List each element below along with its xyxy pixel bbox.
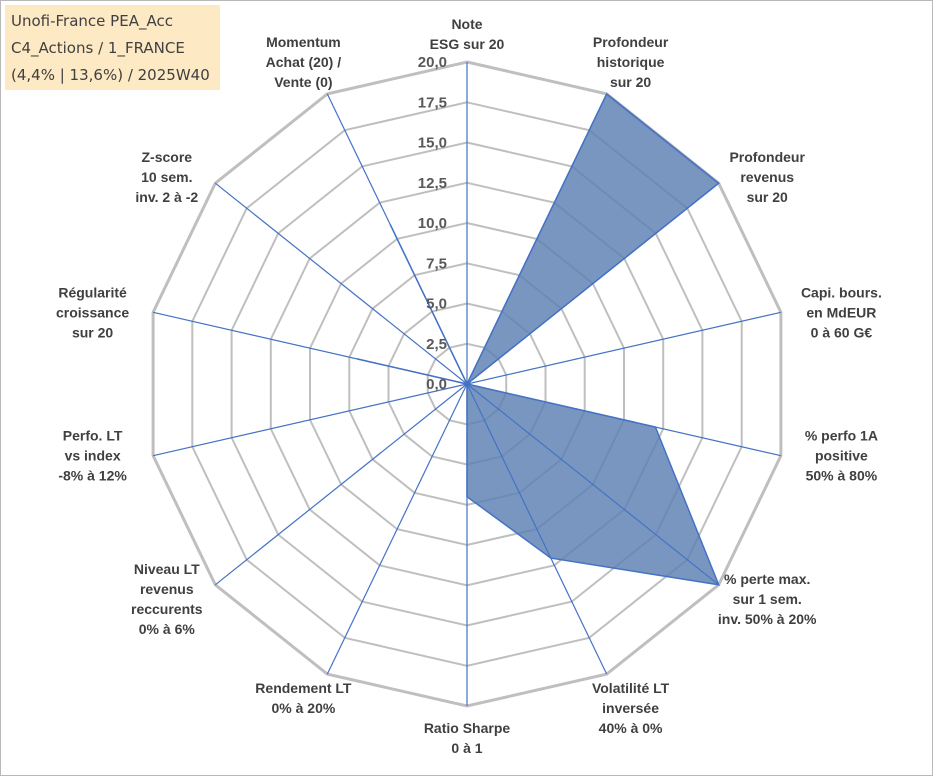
tick-label-1: 2,5 (426, 336, 447, 353)
axis-spoke-14 (326, 93, 468, 385)
tick-labels: 0,0 2,5 5,0 7,5 10,0 12,5 15,0 17,5 20,0 (418, 54, 447, 393)
axis-label-12-line-1: Régularité (58, 284, 127, 300)
tick-label-0: 0,0 (426, 376, 447, 393)
axis-spoke-13 (214, 182, 468, 385)
axis-label-9-line-1: Rendement LT (255, 680, 352, 696)
axis-label-12-line-3: sur 20 (72, 324, 113, 340)
axis-label-4-line-2: en MdEUR (806, 304, 876, 320)
axis-labels: Note ESG sur 20 Profondeur historique sur 20… (56, 16, 882, 756)
axis-label-12: Régularité croissance sur 20 (56, 284, 129, 340)
tick-label-2: 5,0 (426, 296, 447, 313)
axis-label-11-line-3: -8% à 12% (58, 468, 127, 484)
axis-label-6-line-1: % perte max. (724, 571, 810, 587)
axis-label-8-line-1: Ratio Sharpe (424, 720, 511, 736)
axis-label-6-line-2: sur 1 sem. (733, 591, 802, 607)
tick-label-3: 7,5 (426, 255, 447, 272)
axis-label-1-line-2: ESG sur 20 (430, 36, 505, 52)
axis-label-9: Rendement LT 0% à 20% (255, 680, 352, 716)
tick-label-7: 17,5 (418, 94, 447, 111)
axis-spoke-4 (466, 311, 782, 385)
axis-label-13-line-3: inv. 2 à -2 (135, 189, 198, 205)
axis-label-12-line-2: croissance (56, 304, 129, 320)
axis-spoke-2 (466, 93, 608, 385)
axis-label-8-line-2: 0 à 1 (451, 740, 482, 756)
axis-label-1: Note ESG sur 20 (430, 16, 505, 52)
axis-label-1-line-1: Note (451, 16, 482, 32)
axis-label-10: Niveau LT revenus reccurents 0% à 6% (131, 561, 203, 637)
tick-label-4: 10,0 (418, 215, 447, 232)
axis-spoke-3 (466, 182, 720, 385)
axis-label-3: Profondeur revenus sur 20 (729, 149, 805, 205)
axis-label-7-line-2: inversée (602, 700, 659, 716)
tick-label-5: 12,5 (418, 175, 447, 192)
axis-label-11: Perfo. LT vs index -8% à 12% (58, 428, 127, 484)
axis-label-13-line-1: Z-score (142, 149, 193, 165)
axis-label-5-line-1: % perfo 1A (805, 428, 878, 444)
axis-label-2-line-2: historique (597, 54, 665, 70)
axis-spoke-9 (326, 383, 468, 675)
axis-spoke-10 (214, 383, 468, 586)
axis-label-5-line-3: 50% à 80% (806, 468, 878, 484)
tick-label-8: 20,0 (418, 54, 447, 71)
axis-label-3-line-3: sur 20 (747, 189, 788, 205)
spoke-layer (152, 62, 782, 706)
axis-label-8: Ratio Sharpe 0 à 1 (424, 720, 511, 756)
fund-period: (4,4% | 13,6%) / 2025W40 (11, 66, 210, 84)
axis-label-6: % perte max. sur 1 sem. inv. 50% à 20% (718, 571, 817, 627)
axis-label-4-line-1: Capi. bours. (801, 284, 882, 300)
axis-label-11-line-2: vs index (65, 448, 121, 464)
axis-label-6-line-3: inv. 50% à 20% (718, 611, 817, 627)
fund-info-box: Unofi-France PEA_Acc C4_Actions / 1_FRAN… (5, 5, 220, 90)
tick-label-6: 15,0 (418, 135, 447, 152)
axis-label-5-line-2: positive (815, 448, 868, 464)
axis-label-10-line-4: 0% à 6% (139, 621, 196, 637)
axis-label-10-line-1: Niveau LT (134, 561, 200, 577)
axis-spoke-6 (466, 383, 720, 586)
axis-label-14: Momentum Achat (20) / Vente (0) (266, 34, 342, 90)
axis-label-2-line-3: sur 20 (610, 74, 651, 90)
axis-label-11-line-1: Perfo. LT (63, 428, 123, 444)
axis-label-4-line-3: 0 à 60 G€ (811, 324, 873, 340)
axis-label-4: Capi. bours. en MdEUR 0 à 60 G€ (801, 284, 882, 340)
axis-spoke-5 (466, 383, 782, 457)
axis-spoke-12 (152, 311, 468, 385)
axis-label-14-line-2: Achat (20) / (266, 54, 342, 70)
axis-label-14-line-3: Vente (0) (274, 74, 332, 90)
fund-category: C4_Actions / 1_FRANCE (11, 39, 185, 57)
axis-label-2-line-1: Profondeur (593, 34, 669, 50)
axis-label-7: Volatilité LT inversée 40% à 0% (592, 680, 670, 736)
axis-label-2: Profondeur historique sur 20 (593, 34, 669, 90)
axis-label-14-line-1: Momentum (266, 34, 341, 50)
axis-label-7-line-1: Volatilité LT (592, 680, 670, 696)
axis-label-10-line-2: revenus (140, 581, 194, 597)
axis-label-3-line-2: revenus (740, 169, 794, 185)
fund-name: Unofi-France PEA_Acc (11, 12, 173, 30)
axis-label-3-line-1: Profondeur (729, 149, 805, 165)
axis-spoke-7 (466, 383, 608, 675)
axis-label-13: Z-score 10 sem. inv. 2 à -2 (135, 149, 198, 205)
axis-label-5: % perfo 1A positive 50% à 80% (805, 428, 878, 484)
axis-spoke-11 (152, 383, 468, 457)
axis-label-10-line-3: reccurents (131, 601, 203, 617)
axis-label-7-line-3: 40% à 0% (599, 720, 663, 736)
axis-label-9-line-2: 0% à 20% (271, 700, 335, 716)
axis-label-13-line-2: 10 sem. (141, 169, 192, 185)
